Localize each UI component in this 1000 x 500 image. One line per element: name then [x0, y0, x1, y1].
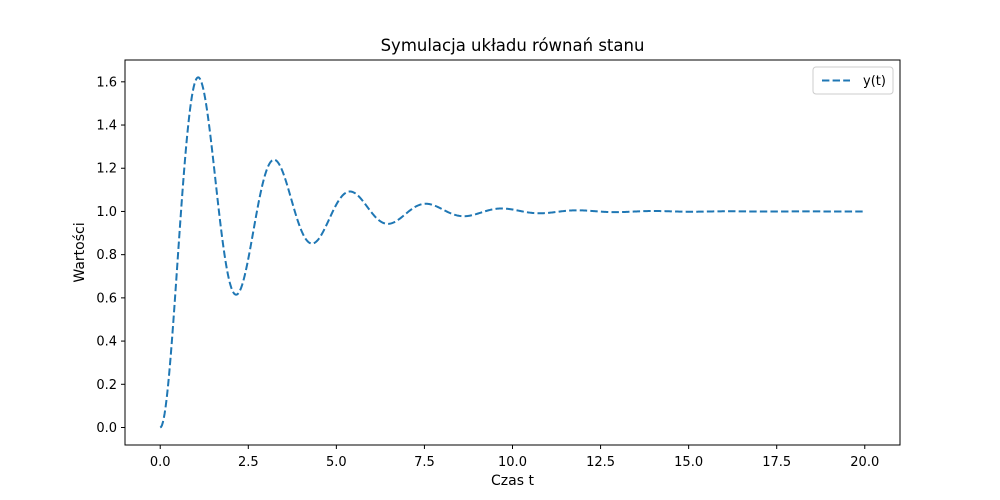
y-tick-label: 1.2	[96, 162, 117, 177]
y-axis: 0.0 0.2 0.4 0.6 0.8 1.0 1.2 1.4 1.6	[96, 75, 125, 436]
chart-title: Symulacja układu równań stanu	[381, 36, 645, 55]
x-tick-label: 17.5	[762, 455, 791, 470]
y-tick-label: 0.2	[96, 378, 117, 393]
x-tick-label: 20.0	[850, 455, 879, 470]
x-tick-label: 12.5	[586, 455, 615, 470]
y-tick-label: 0.6	[96, 291, 117, 306]
x-axis: 0.0 2.5 5.0 7.5 10.0 12.5 15.0 17.5 20.0	[150, 445, 879, 470]
y-tick-label: 0.8	[96, 248, 117, 263]
plot-area	[159, 76, 865, 429]
legend-label-y: y(t)	[863, 74, 886, 89]
x-tick-label: 15.0	[674, 455, 703, 470]
legend-box	[812, 66, 894, 95]
x-axis-label: Czas t	[491, 473, 534, 489]
y-tick-label: 0.0	[96, 421, 117, 436]
y-tick-label: 1.4	[96, 119, 117, 134]
y-axis-label: Wartości	[72, 222, 88, 282]
y-tick-label: 1.0	[96, 205, 117, 220]
x-tick-label: 2.5	[238, 455, 259, 470]
legend: y(t)	[812, 66, 894, 95]
series-line-y	[159, 76, 865, 429]
x-tick-label: 0.0	[150, 455, 171, 470]
x-tick-label: 10.0	[498, 455, 527, 470]
x-tick-label: 5.0	[326, 455, 347, 470]
y-tick-label: 1.6	[96, 75, 117, 90]
x-tick-label: 7.5	[414, 455, 435, 470]
y-tick-label: 0.4	[96, 335, 117, 350]
